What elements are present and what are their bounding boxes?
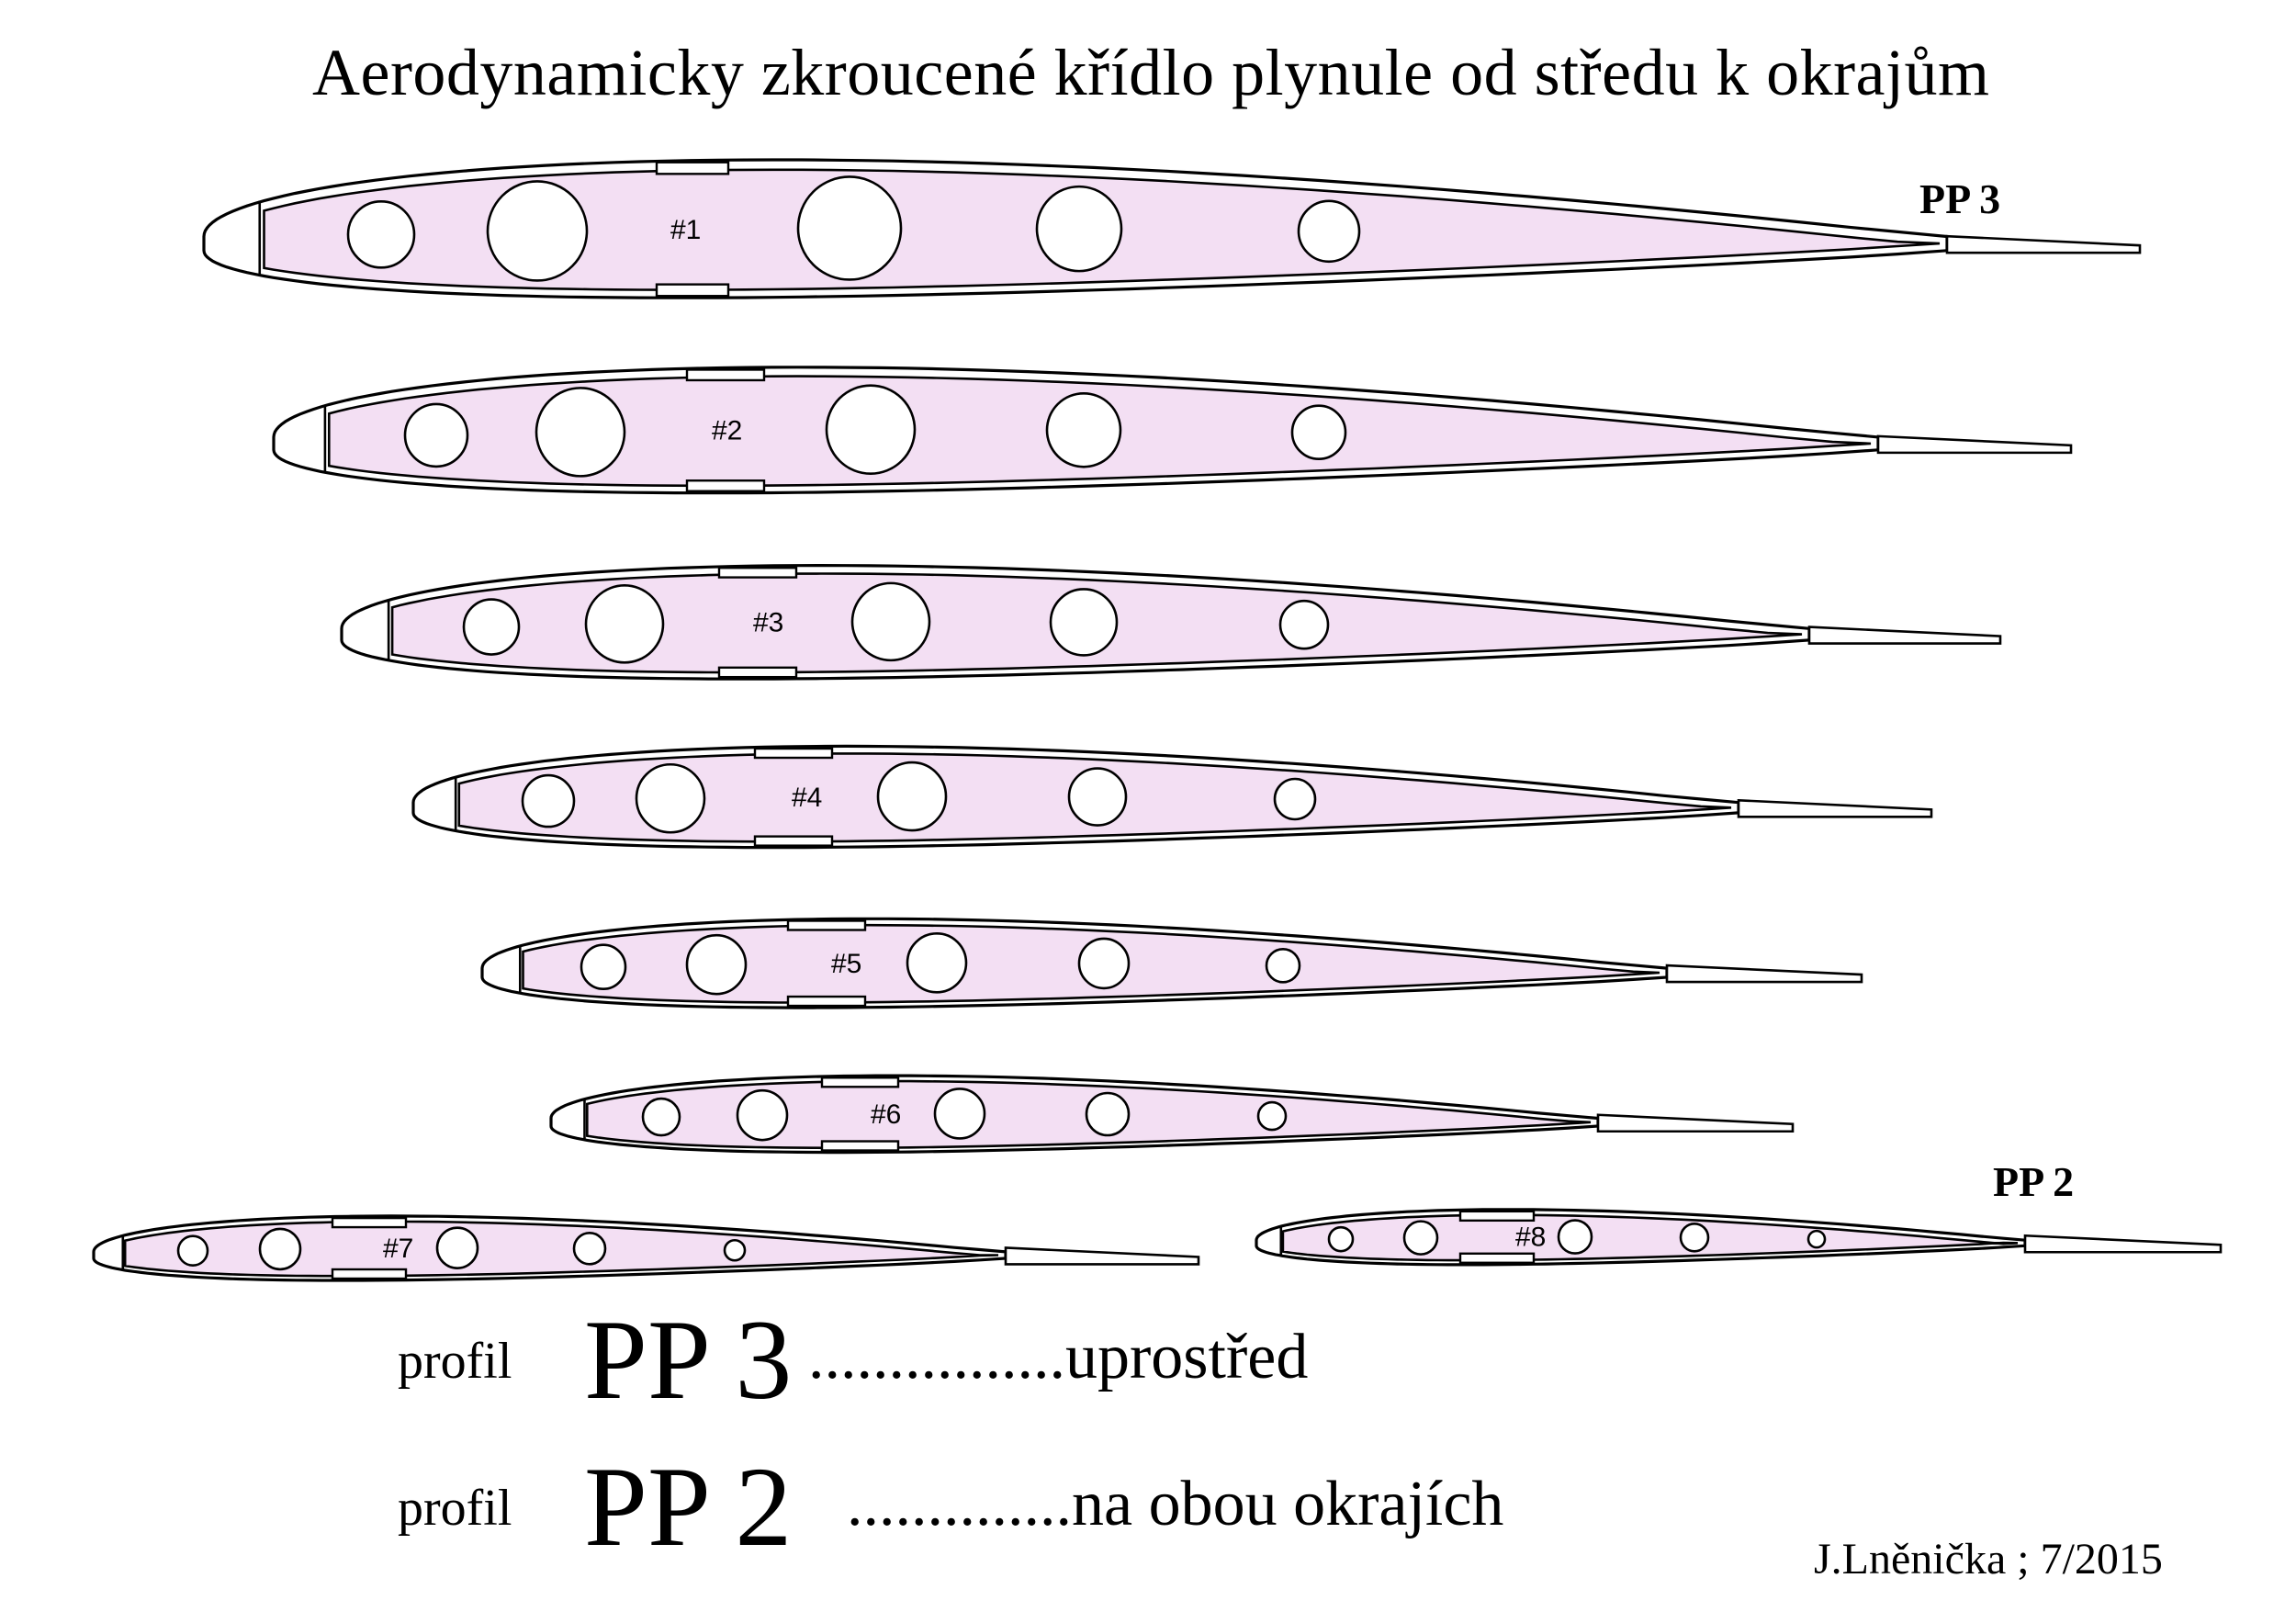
- spar-slot-top: [655, 161, 730, 175]
- lightening-hole: [1290, 404, 1347, 461]
- lightening-hole: [641, 1097, 681, 1137]
- rib-web: [123, 1220, 999, 1278]
- spar-slot-bottom: [820, 1140, 900, 1152]
- spar-slot-top: [717, 567, 798, 579]
- legend-profile-code: PP 2: [584, 1444, 793, 1570]
- legend-profile-code: PP 3: [584, 1297, 793, 1423]
- lightening-hole: [435, 1226, 479, 1269]
- trailing-edge-strip: [1945, 234, 2142, 254]
- lightening-hole: [1679, 1222, 1710, 1253]
- lightening-hole: [521, 773, 576, 828]
- rib-label: #2: [712, 416, 742, 446]
- lightening-hole: [1085, 1091, 1131, 1137]
- profile-mark-pp2: PP 2: [1993, 1158, 2075, 1205]
- spar-slot-top: [331, 1216, 408, 1229]
- lightening-hole: [1327, 1225, 1355, 1253]
- lightening-hole: [723, 1238, 747, 1262]
- lightening-hole: [825, 384, 917, 475]
- legend-description: ................uprostřed: [808, 1322, 1309, 1392]
- rib-2: #2: [272, 366, 2073, 495]
- lightening-hole: [580, 943, 627, 991]
- rib-6: #6: [549, 1074, 1795, 1155]
- legend-description: ..............na obou okrajích: [847, 1469, 1504, 1539]
- profile-mark-pp3: PP 3: [1919, 175, 2001, 222]
- rib-1: #1: [202, 158, 2142, 299]
- lightening-hole: [176, 1234, 209, 1267]
- lightening-hole: [1557, 1219, 1593, 1255]
- lightening-hole: [1256, 1100, 1288, 1132]
- lightening-hole: [1297, 199, 1361, 264]
- lightening-hole: [1273, 777, 1317, 821]
- rib-label: #7: [383, 1234, 413, 1264]
- lightening-hole: [796, 175, 903, 281]
- lightening-hole: [258, 1227, 302, 1271]
- lightening-hole: [850, 581, 931, 662]
- spar-slot-top: [1458, 1210, 1536, 1223]
- spar-slot-bottom: [753, 835, 834, 847]
- rib-label: #6: [871, 1099, 901, 1130]
- lightening-hole: [1049, 588, 1119, 657]
- page-title: Aerodynamicky zkroucené křídlo plynule o…: [312, 36, 1990, 109]
- trailing-edge-strip: [1807, 626, 2002, 645]
- rib-label: #1: [670, 215, 701, 245]
- lightening-hole: [535, 387, 626, 478]
- spar-slot-top: [786, 919, 867, 931]
- lightening-hole: [1035, 185, 1123, 273]
- rib-label: #5: [831, 949, 861, 979]
- lightening-hole: [486, 180, 589, 282]
- lightening-hole: [1278, 599, 1330, 650]
- author-signature: J.Lněnička ; 7/2015: [1814, 1535, 2163, 1584]
- lightening-hole: [1077, 937, 1131, 990]
- lightening-hole: [1265, 948, 1301, 984]
- trailing-edge-strip: [2023, 1234, 2223, 1254]
- spar-slot-top: [685, 368, 766, 382]
- lightening-hole: [635, 762, 706, 834]
- lightening-hole: [876, 761, 948, 832]
- lightening-hole: [584, 584, 665, 664]
- rib-5: #5: [480, 917, 1863, 1009]
- lightening-hole: [572, 1231, 607, 1266]
- lightening-hole: [1806, 1229, 1827, 1249]
- rib-web: [1281, 1213, 2019, 1262]
- spar-slot-bottom: [717, 666, 798, 679]
- trailing-edge-strip: [1876, 434, 2073, 455]
- rib-8: #8: [1255, 1208, 2223, 1267]
- lightening-hole: [933, 1088, 986, 1140]
- rib-7: #7: [92, 1214, 1200, 1282]
- rib-label: #4: [792, 783, 822, 813]
- spar-slot-bottom: [1458, 1252, 1536, 1264]
- rib-4: #4: [411, 744, 1933, 850]
- trailing-edge-strip: [1004, 1246, 1200, 1266]
- trailing-edge-strip: [1737, 798, 1933, 818]
- lightening-hole: [736, 1088, 789, 1142]
- spar-slot-bottom: [786, 995, 867, 1008]
- trailing-edge-strip: [1665, 964, 1863, 984]
- lightening-hole: [685, 933, 748, 996]
- legend-word: profil: [398, 1480, 512, 1537]
- legend-word: profil: [398, 1333, 512, 1390]
- rib-3: #3: [340, 563, 2002, 681]
- spar-slot-bottom: [331, 1268, 408, 1280]
- lightening-hole: [1402, 1220, 1439, 1256]
- trailing-edge-strip: [1596, 1113, 1795, 1133]
- lightening-hole: [462, 598, 521, 656]
- lightening-hole: [1067, 767, 1128, 827]
- lightening-hole: [1045, 391, 1122, 468]
- lightening-hole: [346, 200, 416, 269]
- spar-slot-bottom: [685, 479, 766, 492]
- lightening-hole: [403, 402, 469, 468]
- lightening-hole: [906, 931, 968, 994]
- rib-label: #3: [753, 608, 783, 638]
- spar-slot-top: [753, 747, 834, 760]
- spar-slot-bottom: [655, 283, 730, 298]
- rib-label: #8: [1515, 1223, 1546, 1253]
- spar-slot-top: [820, 1076, 900, 1088]
